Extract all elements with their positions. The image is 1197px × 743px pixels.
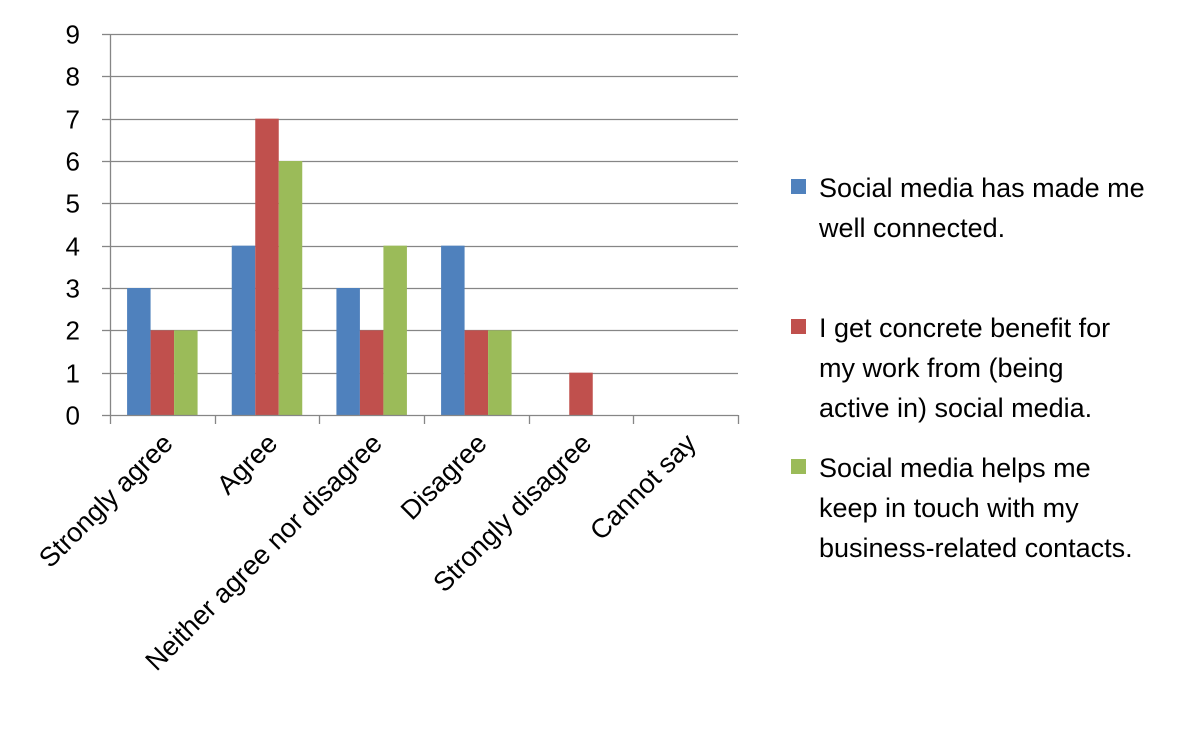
legend-label: keep in touch with my <box>819 493 1079 523</box>
y-tick-label: 0 <box>66 401 80 431</box>
bar <box>441 245 465 415</box>
bar <box>278 161 303 415</box>
legend: Social media has made me well connected. I… <box>791 173 1145 563</box>
legend-label: Social media helps me <box>819 453 1091 483</box>
gridlines <box>110 33 738 375</box>
bar <box>231 245 256 415</box>
y-tick-label: 4 <box>66 232 80 262</box>
legend-swatch <box>791 459 806 474</box>
bars <box>127 118 593 416</box>
category-label: Cannot say <box>584 428 702 546</box>
y-tick-label: 1 <box>66 359 80 389</box>
category-label: Strongly agree <box>33 428 178 573</box>
legend-label: I get concrete benefit for <box>819 313 1110 343</box>
category-label: Disagree <box>395 428 493 526</box>
bar <box>359 330 384 415</box>
y-tick-labels: 0 1 2 3 4 5 6 7 8 9 <box>66 20 80 431</box>
y-tick-label: 6 <box>66 147 80 177</box>
legend-swatch <box>791 319 806 334</box>
y-tick-label: 3 <box>66 274 80 304</box>
bar <box>336 288 360 415</box>
y-tick-label: 8 <box>66 62 80 92</box>
bar <box>127 288 151 415</box>
bar <box>174 330 198 415</box>
legend-label: Social media has made me <box>819 173 1145 203</box>
legend-label: active in) social media. <box>819 393 1092 423</box>
legend-label: business-related contacts. <box>819 533 1133 563</box>
legend-swatch <box>791 179 806 194</box>
bar <box>488 330 512 415</box>
bar <box>569 372 593 415</box>
y-tick-label: 9 <box>66 20 80 50</box>
category-label: Agree <box>211 428 283 500</box>
axes <box>102 33 740 424</box>
bar <box>383 245 407 415</box>
bar <box>255 118 279 416</box>
bar <box>150 330 175 415</box>
y-tick-label: 2 <box>66 316 80 346</box>
bar <box>464 330 489 415</box>
y-tick-label: 7 <box>66 105 80 135</box>
legend-label: my work from (being <box>819 353 1064 383</box>
y-tick-label: 5 <box>66 189 80 219</box>
legend-label: well connected. <box>818 213 1005 243</box>
